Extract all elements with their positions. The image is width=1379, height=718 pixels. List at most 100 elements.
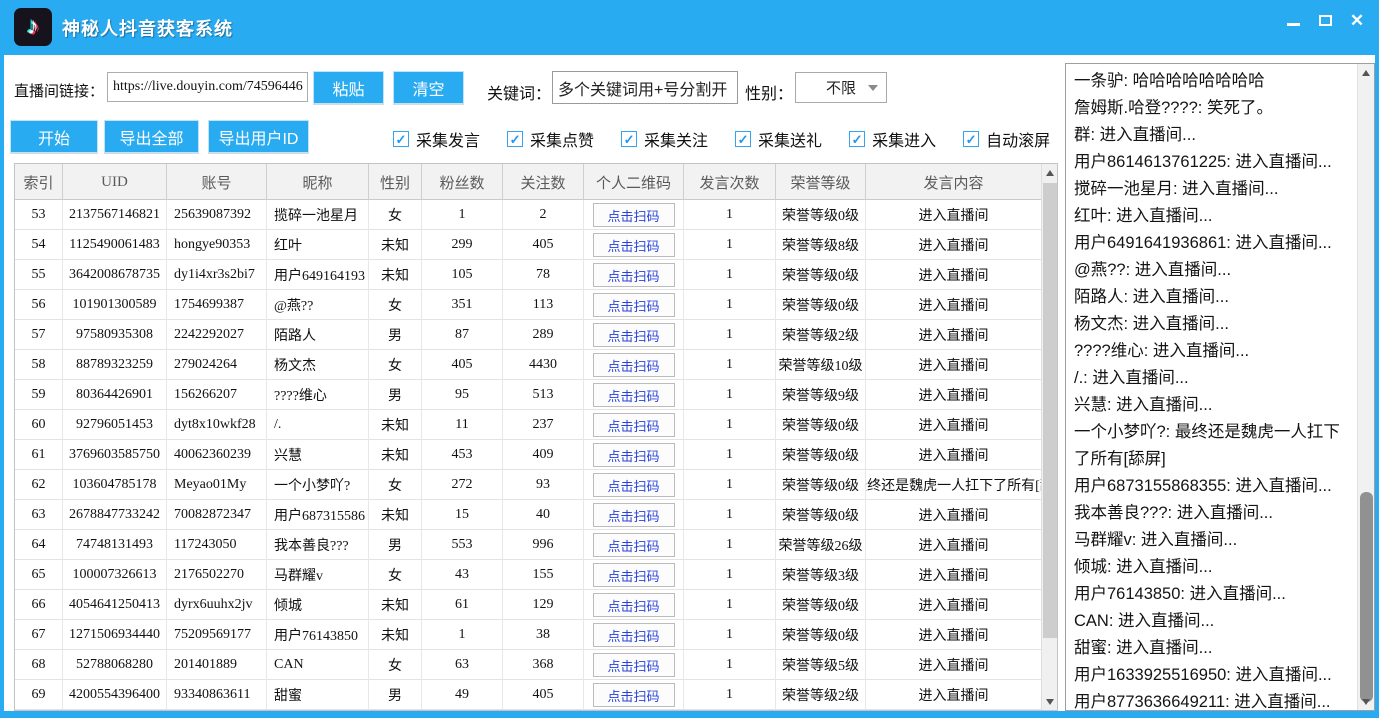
live-link-input[interactable]: https://live.douyin.com/74596446 [107,72,308,102]
scan-qr-button[interactable]: 点击扫码 [592,383,675,407]
cell-index: 64 [15,530,63,560]
cell-index: 67 [15,620,63,650]
cell-uid: 92796051453 [63,410,167,440]
capture-checkbox-4[interactable]: ✓ 采集送礼 [735,127,822,151]
cell-qr: 点击扫码 [584,320,684,350]
chat-scroll-down-button[interactable] [1358,693,1374,710]
cell-account: dy1i4xr3s2bi7 [167,260,267,290]
keywords-input[interactable]: 多个关键词用+号分割开 [552,71,738,104]
cell-account: 2242292027 [167,320,267,350]
cell-uid: 74748131493 [63,530,167,560]
scan-qr-button[interactable]: 点击扫码 [592,353,675,377]
checkbox-checked-icon[interactable]: ✓ [507,131,524,147]
cell-gender: 男 [369,380,422,410]
cell-uid: 80364426901 [63,380,167,410]
cell-honor: 荣誉等级0级 [776,410,866,440]
capture-checkbox-6[interactable]: ✓ 自动滚屏 [963,127,1050,151]
scan-qr-button[interactable]: 点击扫码 [592,473,675,497]
start-button[interactable]: 开始 [10,120,98,153]
cell-nickname: 马群耀v [267,560,369,590]
arrow-down-icon [1046,698,1054,705]
scroll-up-button[interactable] [1042,164,1057,181]
clear-button[interactable]: 清空 [393,71,464,104]
cell-uid: 2678847733242 [63,500,167,530]
scrollbar-thumb[interactable] [1043,183,1057,638]
scan-qr-button[interactable]: 点击扫码 [592,203,675,227]
capture-checkbox-3[interactable]: ✓ 采集关注 [621,127,708,151]
scan-qr-button[interactable]: 点击扫码 [592,263,675,287]
table-row: 62 103604785178 Meyao01My 一个小梦吖? 女 272 93 点击扫码 1… [15,470,1042,500]
cell-honor: 荣誉等级2级 [776,680,866,710]
cell-follows: 129 [503,590,584,620]
cell-follows: 237 [503,410,584,440]
column-header: 荣誉等级 [776,164,866,200]
cell-gender: 男 [369,530,422,560]
checkbox-checked-icon[interactable]: ✓ [963,131,980,147]
cell-follows: 4430 [503,350,584,380]
capture-checkbox-2[interactable]: ✓ 采集点赞 [507,127,594,151]
cell-nickname: 陌路人 [267,320,369,350]
cell-fans: 1 [422,620,503,650]
scan-qr-button[interactable]: 点击扫码 [592,413,675,437]
scan-qr-button[interactable]: 点击扫码 [592,683,675,707]
checkbox-checked-icon[interactable]: ✓ [393,131,409,147]
scroll-down-button[interactable] [1042,693,1057,710]
table-row: 60 92796051453 dyt8x10wkf28/. 未知 11 237 点击扫码 1 荣… [15,410,1042,440]
scan-qr-button[interactable]: 点击扫码 [592,443,675,467]
checkbox-checked-icon[interactable]: ✓ [849,131,866,147]
chat-scrollbar-thumb[interactable] [1360,492,1373,702]
gender-select[interactable]: 不限 [795,72,887,103]
maximize-button[interactable] [1309,0,1341,40]
cell-fans: 11 [422,410,503,440]
chat-message: 陌路人: 进入直播间... [1074,288,1229,306]
cell-follows: 155 [503,560,584,590]
minimize-button[interactable] [1277,0,1309,40]
scan-qr-button[interactable]: 点击扫码 [592,563,675,587]
scan-qr-button[interactable]: 点击扫码 [592,233,675,257]
chat-message: 杨文杰: 进入直播间... [1074,315,1229,333]
capture-checkbox-1[interactable]: ✓ 采集发言 [393,127,480,151]
close-button[interactable]: ✕ [1341,0,1373,40]
cell-follows: 409 [503,440,584,470]
cell-gender: 女 [369,200,422,230]
checkbox-checked-icon[interactable]: ✓ [621,131,638,147]
table-row: 53 2137567146821 25639087392 揽碎一池星月女 1 2 点击扫码 1… [15,200,1042,230]
cell-nickname: CAN [267,650,369,680]
checkbox-label: 采集送礼 [758,133,823,150]
column-header: 关注数 [503,164,584,200]
chat-scroll-up-button[interactable] [1358,64,1374,81]
export-all-button[interactable]: 导出全部 [104,120,199,153]
chat-vertical-scrollbar[interactable] [1357,64,1374,710]
cell-speaks: 1 [684,320,776,350]
cell-follows: 40 [503,500,584,530]
scan-qr-button[interactable]: 点击扫码 [592,503,675,527]
arrow-up-icon [1362,69,1370,76]
paste-button[interactable]: 粘贴 [313,71,384,104]
scan-qr-button[interactable]: 点击扫码 [592,653,675,677]
cell-index: 68 [15,650,63,680]
export-uid-button[interactable]: 导出用户ID [208,120,309,153]
cell-content: 进入直播间 [866,260,1042,290]
cell-content: 进入直播间 [866,350,1042,380]
cell-account: 117243050 [167,530,267,560]
table-vertical-scrollbar[interactable] [1041,164,1057,710]
scan-qr-button[interactable]: 点击扫码 [592,323,675,347]
scan-qr-button[interactable]: 点击扫码 [592,293,675,317]
chevron-down-icon [868,85,878,91]
scan-qr-button[interactable]: 点击扫码 [592,533,675,557]
scan-qr-button[interactable]: 点击扫码 [592,593,675,617]
live-link-label: 直播间链接： [14,83,105,100]
capture-checkbox-5[interactable]: ✓ 采集进入 [849,127,936,151]
chat-message: 一个小梦吖?: 最终还是魏虎一人扛下了所有[舔屏] [1074,423,1340,468]
cell-honor: 荣誉等级10级 [776,350,866,380]
cell-uid: 3769603585750 [63,440,167,470]
checkbox-checked-icon[interactable]: ✓ [735,131,752,147]
column-header: 性别 [369,164,422,200]
chat-log-panel: 一条驴: 哈哈哈哈哈哈哈哈 詹姆斯.哈登????: 笑死了。 群: 进入直播间...… [1065,63,1375,711]
cell-content: 进入直播间 [866,500,1042,530]
cell-honor: 荣誉等级0级 [776,470,866,500]
scan-qr-button[interactable]: 点击扫码 [592,623,675,647]
cell-qr: 点击扫码 [584,290,684,320]
chat-message: 用户6873155868355: 进入直播间... [1074,477,1332,495]
cell-content: 进入直播间 [866,380,1042,410]
